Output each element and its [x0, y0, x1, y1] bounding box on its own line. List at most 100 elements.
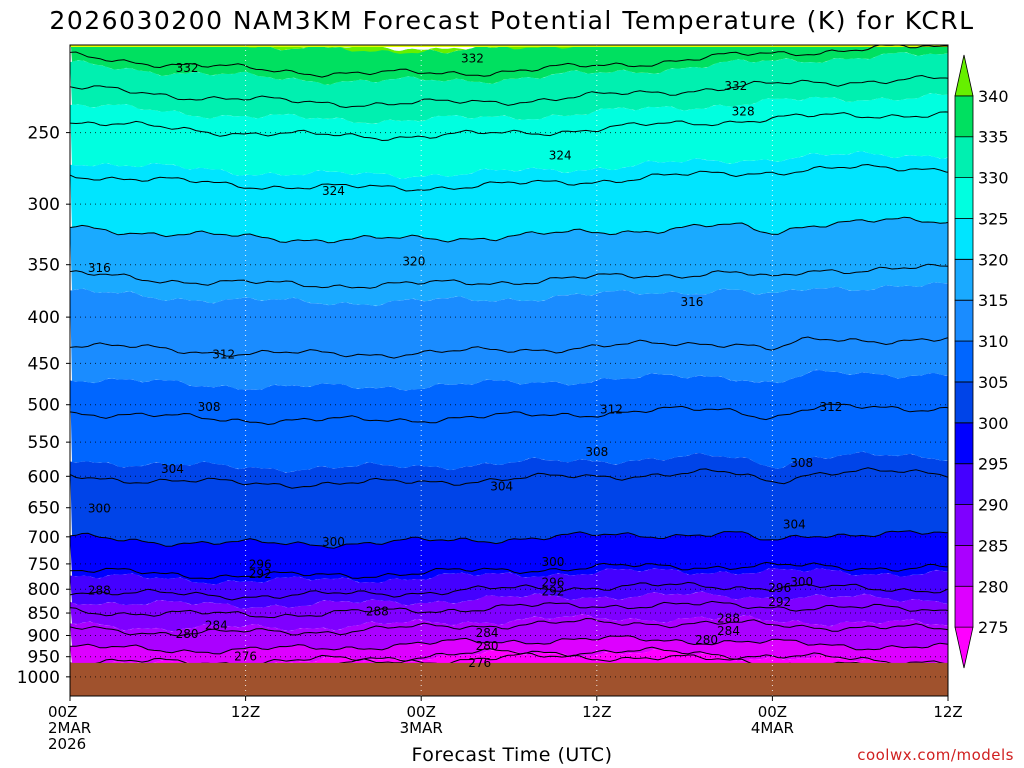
y-tick-label: 350	[28, 256, 60, 276]
y-tick-label: 750	[28, 555, 60, 575]
contour-label-300: 300	[88, 501, 111, 515]
colorbar-swatch	[954, 136, 974, 178]
colorbar-tick-label: 335	[978, 128, 1009, 147]
colorbar-tick-label: 285	[978, 536, 1009, 555]
colorbar-swatch	[954, 54, 974, 97]
colorbar-swatch	[954, 504, 974, 546]
y-tick-label: 650	[28, 499, 60, 519]
contour-labels: 332 332 332 328 324 324 320 316 316 312 312 312 308 3…	[88, 52, 843, 670]
colorbar-swatch	[954, 340, 974, 383]
y-tick-label: 600	[28, 467, 60, 487]
contour-332	[70, 74, 948, 109]
contour-label-312: 312	[819, 400, 842, 414]
x-tick-label: 00Z	[407, 703, 436, 721]
contour-label-324: 324	[549, 148, 572, 162]
colorbar-swatch	[954, 381, 974, 424]
contour-312	[70, 336, 948, 359]
x-tick-label: 3MAR	[400, 719, 443, 737]
colorbar-tick-label: 290	[978, 496, 1009, 515]
colorbar-swatch	[954, 218, 974, 260]
chart-title: 2026030200 NAM3KM Forecast Potential Tem…	[49, 6, 975, 35]
plot-frame	[69, 44, 949, 697]
y-tick-label: 700	[28, 528, 60, 548]
colorbar-swatch	[954, 299, 974, 342]
colorbar-tick-label: 280	[978, 577, 1009, 596]
x-tick-label: 2026	[48, 735, 86, 753]
colorbar-tick-label: 320	[978, 250, 1009, 269]
contour-label-304: 304	[490, 480, 513, 494]
contour-label-284: 284	[717, 624, 740, 638]
contour-label-284: 284	[476, 626, 499, 640]
y-tick-label: 900	[28, 626, 60, 646]
contour-label-324: 324	[322, 184, 345, 198]
theta-band-310	[70, 282, 948, 391]
contour-320	[70, 216, 948, 244]
colorbar-tick-label: 330	[978, 169, 1009, 188]
x-axis-label: Forecast Time (UTC)	[411, 744, 613, 766]
contour-label-320: 320	[402, 254, 425, 268]
contour-label-300: 300	[541, 555, 564, 569]
contour-label-292: 292	[768, 595, 791, 609]
contour-324	[70, 163, 948, 192]
contour-292	[70, 581, 948, 601]
colorbar-swatch	[954, 545, 974, 587]
theta-band-315	[70, 217, 948, 306]
x-tick-label: 00Z	[758, 703, 787, 721]
colorbar-tick-label: 305	[978, 373, 1009, 392]
x-tick-label: 00Z	[48, 703, 77, 721]
y-tick-label: 950	[28, 648, 60, 668]
contour-label-292: 292	[249, 567, 272, 581]
y-tick-label: 450	[28, 354, 60, 374]
contour-label-296: 296	[249, 557, 272, 571]
contour-label-328: 328	[732, 105, 755, 119]
colorbar-swatch	[954, 95, 974, 138]
contour-label-280: 280	[176, 627, 199, 641]
colorbar-swatch	[954, 258, 974, 301]
y-tick-label: 850	[28, 604, 60, 624]
contour-label-308: 308	[585, 445, 608, 459]
colorbar-swatch	[954, 422, 974, 465]
x-tick-label: 4MAR	[751, 719, 794, 737]
colorbar-tick-label: 275	[978, 618, 1009, 637]
colorbar-swatch	[954, 463, 974, 505]
contour-316	[70, 263, 948, 289]
contour-label-332: 332	[724, 79, 747, 93]
credit-link[interactable]: coolwx.com/models	[857, 746, 1014, 764]
y-tick-label: 800	[28, 580, 60, 600]
y-tick-label: 550	[28, 433, 60, 453]
x-tick-label: 2MAR	[48, 719, 91, 737]
contour-label-296: 296	[541, 575, 564, 589]
contour-label-276: 276	[234, 649, 257, 663]
y-axis: 2503003504004505005506006507007508008509…	[17, 124, 70, 688]
y-tick-label: 250	[28, 124, 60, 144]
colorbar-swatch	[954, 177, 974, 219]
contour-label-308: 308	[790, 456, 813, 470]
x-tick-label: 12Z	[231, 703, 260, 721]
contour-label-296: 296	[768, 581, 791, 595]
x-tick-label: 12Z	[933, 703, 962, 721]
contour-label-304: 304	[161, 462, 184, 476]
theta-band-285	[70, 591, 948, 632]
contour-label-300: 300	[322, 535, 345, 549]
x-tick-label: 12Z	[582, 703, 611, 721]
contour-label-332: 332	[176, 61, 199, 75]
theta-fill-bands	[70, 45, 948, 696]
colorbar-swatch	[954, 626, 974, 669]
y-tick-label: 500	[28, 396, 60, 416]
contour-label-284: 284	[205, 618, 228, 632]
theta-band-300	[70, 451, 948, 549]
contour-label-304: 304	[783, 517, 806, 531]
contour-label-280: 280	[695, 633, 718, 647]
contour-336	[70, 45, 948, 78]
colorbar-tick-label: 325	[978, 209, 1009, 228]
contour-label-312: 312	[212, 348, 235, 362]
theta-band-275	[70, 635, 948, 668]
contour-label-280: 280	[476, 639, 499, 653]
contour-label-316: 316	[88, 261, 111, 275]
theta-band-335	[70, 45, 948, 85]
colorbar-tick-label: 310	[978, 332, 1009, 351]
contour-label-316: 316	[680, 295, 703, 309]
colorbar-swatch	[954, 585, 974, 628]
theta-band-280	[70, 614, 948, 655]
